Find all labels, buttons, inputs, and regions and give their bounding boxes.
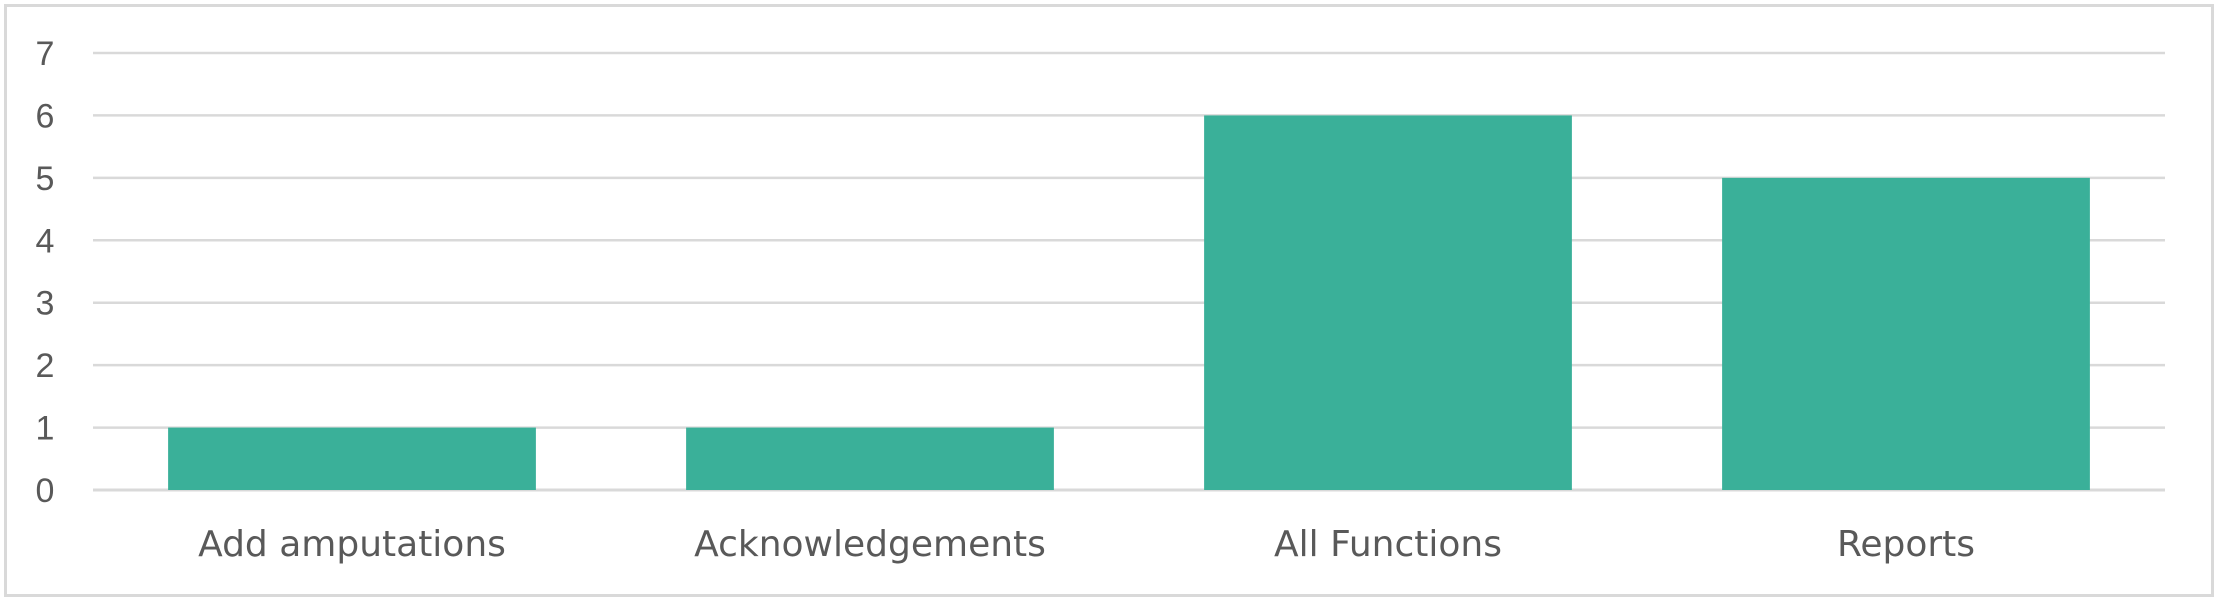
- y-tick-label: 6: [36, 97, 55, 135]
- y-tick-label: 2: [36, 347, 55, 385]
- x-category-label: All Functions: [1274, 524, 1502, 565]
- x-axis-ticks: Add amputations Acknowledgements All Funct…: [198, 524, 1975, 565]
- y-axis-ticks: 0 1 2 3 4 5 6 7: [36, 35, 55, 510]
- y-tick-label: 7: [36, 35, 55, 73]
- bar-all-functions: [1204, 115, 1572, 490]
- y-tick-label: 4: [36, 222, 55, 260]
- bar-add-amputations: [168, 427, 536, 490]
- bar-acknowledgements: [686, 427, 1054, 490]
- y-tick-label: 0: [36, 472, 55, 510]
- y-tick-label: 1: [36, 410, 55, 448]
- x-category-label: Acknowledgements: [694, 524, 1046, 565]
- x-category-label: Reports: [1837, 524, 1975, 565]
- y-tick-label: 5: [36, 160, 55, 198]
- y-tick-label: 3: [36, 285, 55, 323]
- bar-reports: [1722, 177, 2090, 490]
- bars: [168, 115, 2090, 490]
- x-category-label: Add amputations: [198, 524, 506, 565]
